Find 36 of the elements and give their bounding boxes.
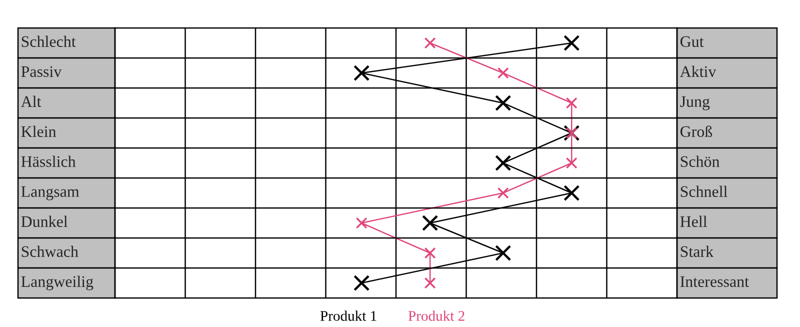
y2-tick-label: Gut xyxy=(680,36,704,47)
y2-tick-label: Schön xyxy=(680,156,720,167)
y-tick-label: Langsam xyxy=(21,186,80,200)
y-tick-label: Klein xyxy=(21,126,56,137)
y2-tick-label: Schnell xyxy=(680,186,728,197)
y-tick-label: Schwach xyxy=(22,246,78,257)
y2-tick-label: Jung xyxy=(680,96,710,110)
y2-tick-label: Interessant xyxy=(680,276,749,287)
series-label: Produkt 2 xyxy=(408,310,464,321)
y-tick-label: Passiv xyxy=(21,66,62,77)
point xyxy=(422,214,438,232)
point xyxy=(354,64,370,82)
point xyxy=(424,277,436,289)
point xyxy=(424,37,436,49)
y2-tick-label: Hell xyxy=(680,216,707,227)
y-tick-label: Schlecht xyxy=(22,36,76,47)
y2-tick-label: Groß xyxy=(680,126,712,137)
point xyxy=(495,244,512,262)
point xyxy=(356,217,368,229)
point xyxy=(495,94,512,112)
series-label: Produkt 1 xyxy=(320,310,376,321)
y-tick-label: Hässlich xyxy=(21,156,76,167)
point xyxy=(497,187,509,199)
y-tick-label: Langweilig xyxy=(21,276,94,290)
point xyxy=(495,154,512,172)
point xyxy=(566,97,578,109)
point xyxy=(424,247,436,259)
point xyxy=(564,34,580,52)
y2-tick-label: Stark xyxy=(680,246,714,257)
point xyxy=(497,67,509,79)
y2-tick-label: Aktiv xyxy=(680,66,716,77)
point xyxy=(566,157,578,169)
point xyxy=(564,184,580,202)
y-tick-label: Dunkel xyxy=(21,216,68,227)
point xyxy=(354,274,370,292)
y-tick-label: Alt xyxy=(20,96,42,107)
